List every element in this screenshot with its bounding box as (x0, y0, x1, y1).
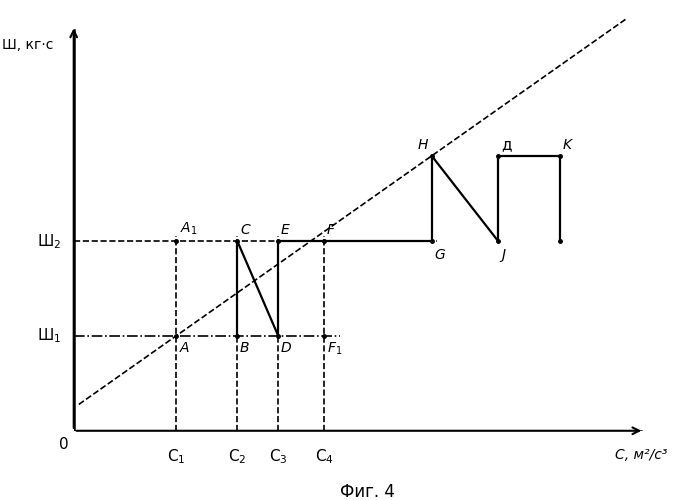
Text: F: F (327, 224, 335, 237)
Text: C$_3$: C$_3$ (269, 447, 288, 466)
Text: C$_1$: C$_1$ (166, 447, 185, 466)
Text: B: B (240, 340, 249, 354)
Text: K: K (563, 138, 572, 152)
Text: C$_2$: C$_2$ (228, 447, 247, 466)
Text: H: H (417, 138, 427, 152)
Text: D: D (281, 340, 291, 354)
Text: д: д (501, 137, 512, 152)
Text: C: C (240, 224, 249, 237)
Text: A$_1$: A$_1$ (179, 221, 197, 238)
Text: Ш, кг·с: Ш, кг·с (2, 38, 53, 52)
Text: A: A (179, 340, 189, 354)
Text: C$_4$: C$_4$ (315, 447, 334, 466)
Text: F$_1$: F$_1$ (327, 340, 342, 357)
Text: C, м²/с³: C, м²/с³ (615, 448, 667, 462)
Text: J: J (501, 248, 506, 262)
Text: Ш$_1$: Ш$_1$ (37, 326, 61, 345)
Text: E: E (281, 224, 290, 237)
Text: Фиг. 4: Фиг. 4 (340, 483, 395, 500)
Text: G: G (434, 248, 445, 262)
Text: 0: 0 (59, 438, 68, 452)
Text: Ш$_2$: Ш$_2$ (37, 232, 61, 250)
